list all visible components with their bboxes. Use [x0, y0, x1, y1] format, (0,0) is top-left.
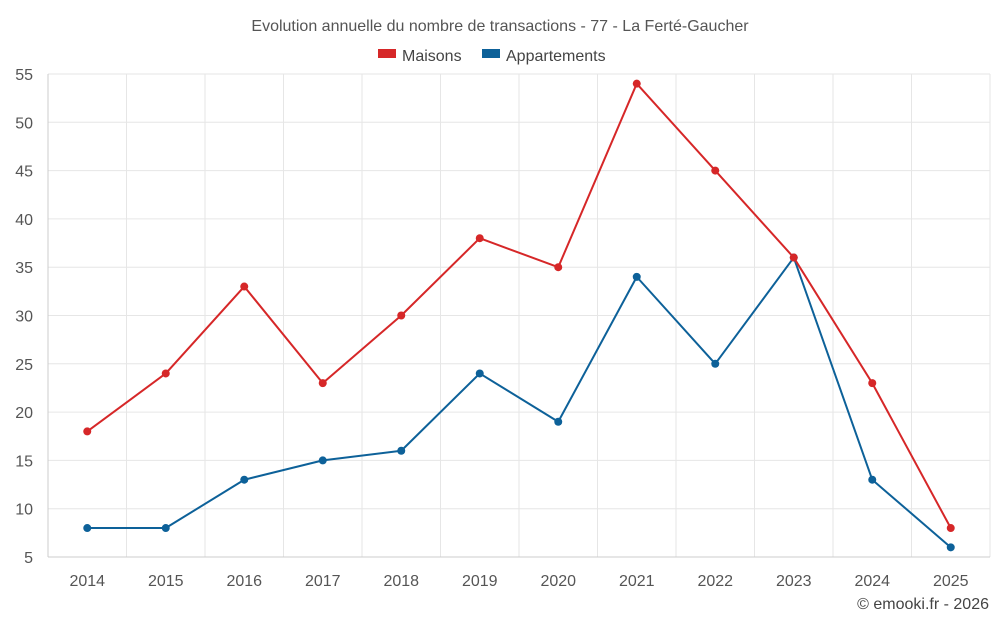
legend-swatch-maisons	[378, 49, 396, 58]
data-point-maisons-2023[interactable]	[789, 253, 798, 262]
data-point-appartements-2015[interactable]	[161, 524, 170, 533]
data-point-appartements-2019[interactable]	[475, 369, 484, 378]
series	[83, 79, 955, 552]
grid	[47, 73, 991, 557]
data-point-maisons-2016[interactable]	[240, 282, 249, 291]
y-tick-label: 30	[15, 309, 33, 326]
y-tick-label: 10	[15, 502, 33, 519]
chart-title: Evolution annuelle du nombre de transact…	[251, 18, 749, 35]
y-tick-label: 20	[15, 405, 33, 422]
x-tick-label: 2021	[619, 573, 655, 590]
series-line-appartements	[87, 256, 952, 549]
data-point-maisons-2022[interactable]	[711, 166, 720, 175]
x-tick-label: 2024	[854, 573, 890, 590]
data-point-appartements-2020[interactable]	[554, 417, 563, 426]
y-tick-label: 50	[15, 115, 33, 132]
x-tick-label: 2016	[226, 573, 262, 590]
x-tick-label: 2022	[697, 573, 733, 590]
y-tick-label: 25	[15, 357, 33, 374]
data-point-maisons-2015[interactable]	[161, 369, 170, 378]
x-tick-label: 2019	[462, 573, 498, 590]
data-point-appartements-2018[interactable]	[397, 446, 406, 455]
data-point-appartements-2025[interactable]	[946, 543, 955, 552]
y-tick-label: 40	[15, 212, 33, 229]
y-tick-label: 15	[15, 453, 33, 470]
x-axis: 2014 2015 2016 2017 2018 2019 2020 2021 2022 2023…	[48, 556, 990, 590]
x-tick-label: 2018	[383, 573, 419, 590]
data-point-appartements-2016[interactable]	[240, 475, 249, 484]
y-axis: 5 10 15 20 25 30 35 40 45 50 55	[15, 67, 49, 567]
data-point-appartements-2014[interactable]	[83, 524, 92, 533]
series-line-maisons	[86, 82, 952, 529]
data-point-appartements-2017[interactable]	[318, 456, 327, 465]
x-tick-label: 2023	[776, 573, 812, 590]
data-point-maisons-2020[interactable]	[554, 263, 563, 272]
legend-label-maisons[interactable]: Maisons	[402, 48, 462, 65]
data-point-maisons-2024[interactable]	[868, 379, 877, 388]
credit: © emooki.fr - 2026	[857, 596, 989, 613]
data-point-maisons-2021[interactable]	[632, 79, 641, 88]
data-point-maisons-2025[interactable]	[946, 524, 955, 533]
data-point-appartements-2024[interactable]	[868, 475, 877, 484]
x-tick-label: 2015	[148, 573, 184, 590]
data-point-appartements-2021[interactable]	[632, 272, 641, 281]
y-tick-label: 55	[15, 67, 33, 84]
x-tick-label: 2025	[933, 573, 969, 590]
data-point-maisons-2019[interactable]	[475, 234, 484, 243]
data-point-maisons-2018[interactable]	[397, 311, 406, 320]
x-tick-label: 2014	[69, 573, 105, 590]
data-point-appartements-2022[interactable]	[711, 359, 720, 368]
legend-swatch-appartements	[482, 49, 500, 58]
x-tick-label: 2020	[540, 573, 576, 590]
legend-label-appartements[interactable]: Appartements	[506, 48, 606, 65]
data-point-maisons-2014[interactable]	[83, 427, 92, 436]
x-tick-label: 2017	[305, 573, 341, 590]
y-tick-label: 45	[15, 164, 33, 181]
data-point-maisons-2017[interactable]	[318, 379, 327, 388]
y-tick-label: 35	[15, 260, 33, 277]
y-tick-label: 5	[24, 550, 33, 567]
legend: Maisons Appartements	[378, 48, 606, 65]
